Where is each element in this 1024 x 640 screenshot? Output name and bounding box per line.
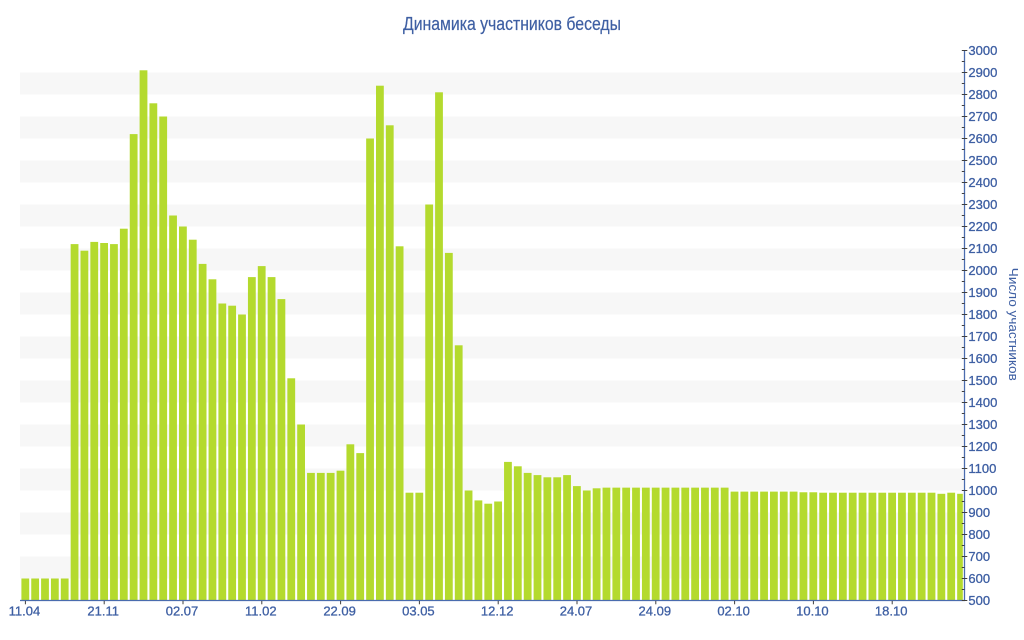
svg-text:24.07: 24.07 — [560, 604, 593, 619]
svg-text:2500: 2500 — [968, 153, 997, 168]
svg-text:02.10: 02.10 — [717, 604, 750, 619]
svg-text:1100: 1100 — [968, 461, 996, 476]
svg-text:3000: 3000 — [968, 43, 997, 58]
svg-text:21.11: 21.11 — [87, 604, 119, 619]
svg-text:2200: 2200 — [968, 219, 997, 234]
svg-text:22.09: 22.09 — [323, 604, 356, 619]
svg-text:2800: 2800 — [968, 87, 997, 102]
svg-text:03.05: 03.05 — [402, 604, 435, 619]
svg-text:2700: 2700 — [968, 109, 997, 124]
svg-text:2400: 2400 — [968, 175, 997, 190]
svg-text:18.10: 18.10 — [875, 604, 908, 619]
svg-text:10.10: 10.10 — [796, 604, 829, 619]
svg-text:1900: 1900 — [968, 285, 997, 300]
svg-text:2900: 2900 — [968, 65, 997, 80]
svg-text:2600: 2600 — [968, 131, 997, 146]
svg-text:500: 500 — [968, 593, 990, 608]
svg-text:12.12: 12.12 — [481, 604, 514, 619]
svg-text:1000: 1000 — [968, 483, 997, 498]
svg-text:800: 800 — [968, 527, 990, 542]
svg-text:1400: 1400 — [968, 395, 997, 410]
svg-text:1200: 1200 — [968, 439, 997, 454]
svg-text:11.02: 11.02 — [245, 604, 277, 619]
svg-text:11.04: 11.04 — [9, 604, 41, 619]
svg-text:1700: 1700 — [968, 329, 997, 344]
svg-text:2300: 2300 — [968, 197, 997, 212]
svg-text:2000: 2000 — [968, 263, 997, 278]
svg-text:Динамика участников беседы: Динамика участников беседы — [403, 14, 621, 34]
svg-text:600: 600 — [968, 571, 990, 586]
svg-text:Число участников: Число участников — [1006, 268, 1021, 381]
svg-text:02.07: 02.07 — [166, 604, 199, 619]
svg-text:1800: 1800 — [968, 307, 997, 322]
svg-text:1300: 1300 — [968, 417, 997, 432]
svg-text:24.09: 24.09 — [639, 604, 672, 619]
svg-text:900: 900 — [968, 505, 990, 520]
svg-text:1500: 1500 — [968, 373, 997, 388]
svg-text:1600: 1600 — [968, 351, 997, 366]
svg-text:700: 700 — [968, 549, 990, 564]
svg-text:2100: 2100 — [968, 241, 997, 256]
